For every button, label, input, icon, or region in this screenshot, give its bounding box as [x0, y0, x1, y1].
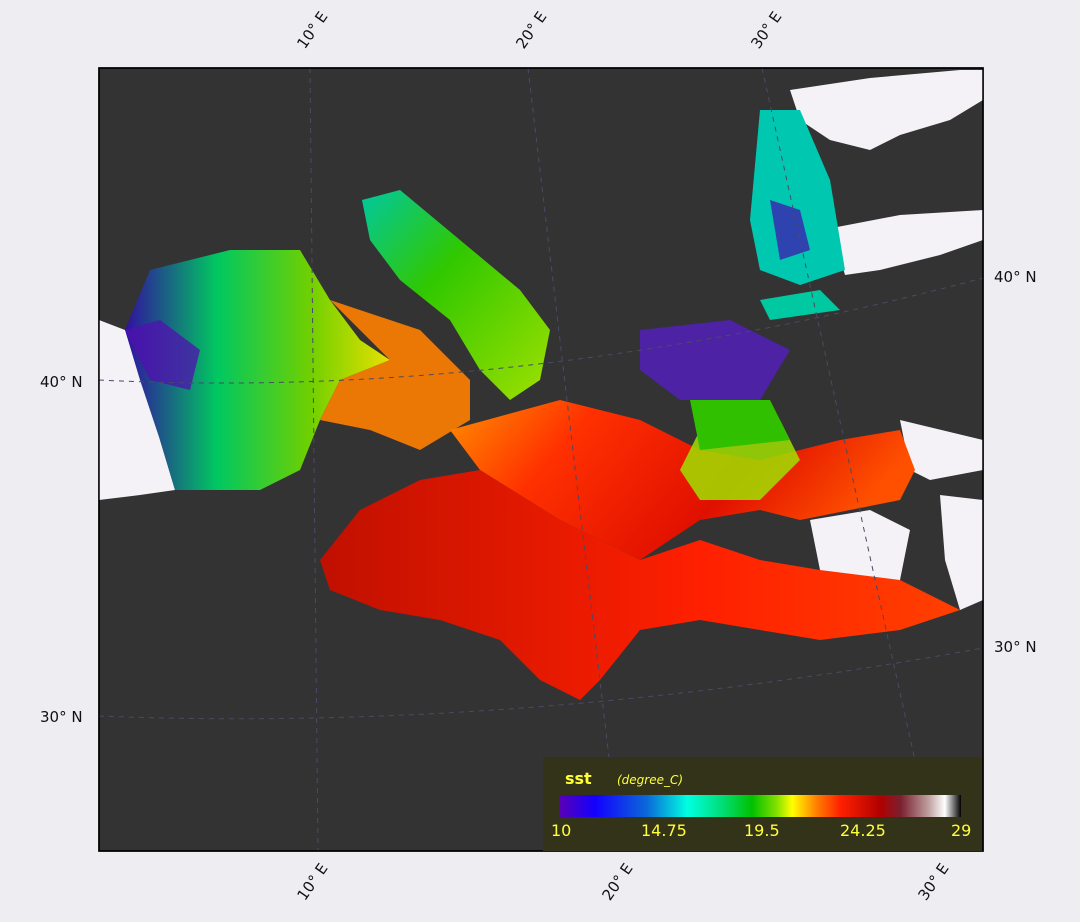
colorbar-tick: 14.75 [641, 821, 687, 840]
sst-field [125, 110, 960, 700]
colorbar-tick: 24.25 [840, 821, 886, 840]
legend-variable: sst [565, 769, 592, 788]
legend-unit: (degree_C) [617, 773, 684, 787]
colorbar-legend: sst (degree_C) 10 14.75 19.5 24.25 29 [543, 757, 982, 851]
graticule [98, 67, 984, 852]
colorbar [559, 795, 961, 817]
colorbar-tick: 29 [951, 821, 972, 840]
lat-label-left-40n: 40° N [40, 373, 83, 391]
lat-label-right-30n: 30° N [994, 638, 1037, 656]
colorbar-tick: 10 [551, 821, 572, 840]
lat-label-left-30n: 30° N [40, 708, 83, 726]
lat-label-right-40n: 40° N [994, 268, 1037, 286]
colorbar-tick: 19.5 [744, 821, 780, 840]
